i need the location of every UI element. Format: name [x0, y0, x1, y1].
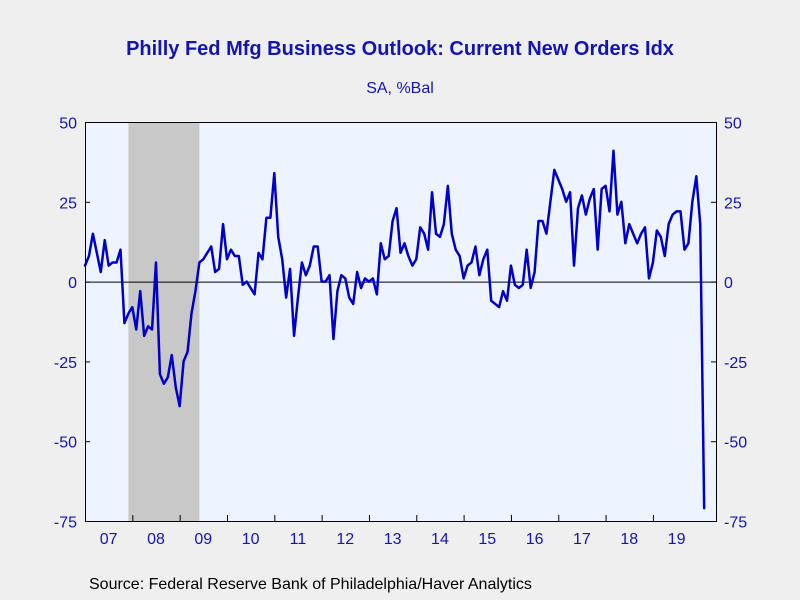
- x-tick-label: 17: [573, 531, 591, 548]
- x-tick-label: 14: [431, 531, 449, 548]
- y-tick-label-left: -25: [54, 355, 77, 372]
- x-tick-label: 08: [147, 531, 165, 548]
- x-tick-label: 11: [290, 531, 307, 548]
- chart-title: Philly Fed Mfg Business Outlook: Current…: [126, 38, 674, 60]
- x-tick-label: 07: [100, 531, 118, 548]
- y-tick-label-right: 25: [724, 195, 742, 212]
- y-tick-label-right: 0: [724, 275, 733, 292]
- chart-subtitle: SA, %Bal: [366, 80, 434, 97]
- source-note: Source: Federal Reserve Bank of Philadel…: [89, 576, 532, 593]
- recession-band: [128, 122, 200, 521]
- x-tick-label: 12: [336, 531, 354, 548]
- x-tick-label: 09: [194, 531, 212, 548]
- plot-frame: [85, 122, 717, 522]
- x-tick-label: 13: [384, 531, 402, 548]
- y-tick-label-left: 25: [59, 195, 77, 212]
- y-tick-label-left: 50: [59, 116, 77, 133]
- y-tick-label-left: -75: [54, 515, 77, 532]
- y-tick-label-right: 50: [724, 116, 742, 133]
- x-tick-label: 15: [478, 531, 496, 548]
- y-tick-label-left: -50: [54, 435, 77, 452]
- series-line-0: [83, 149, 706, 510]
- y-tick-label-left: 0: [68, 275, 77, 292]
- x-tick-label: 19: [668, 531, 686, 548]
- x-tick-label: 16: [526, 531, 544, 548]
- y-tick-label-right: -75: [724, 515, 747, 532]
- x-tick-label: 18: [620, 531, 638, 548]
- y-tick-label-right: -50: [724, 435, 747, 452]
- x-tick-label: 10: [242, 531, 260, 548]
- y-tick-label-right: -25: [724, 355, 747, 372]
